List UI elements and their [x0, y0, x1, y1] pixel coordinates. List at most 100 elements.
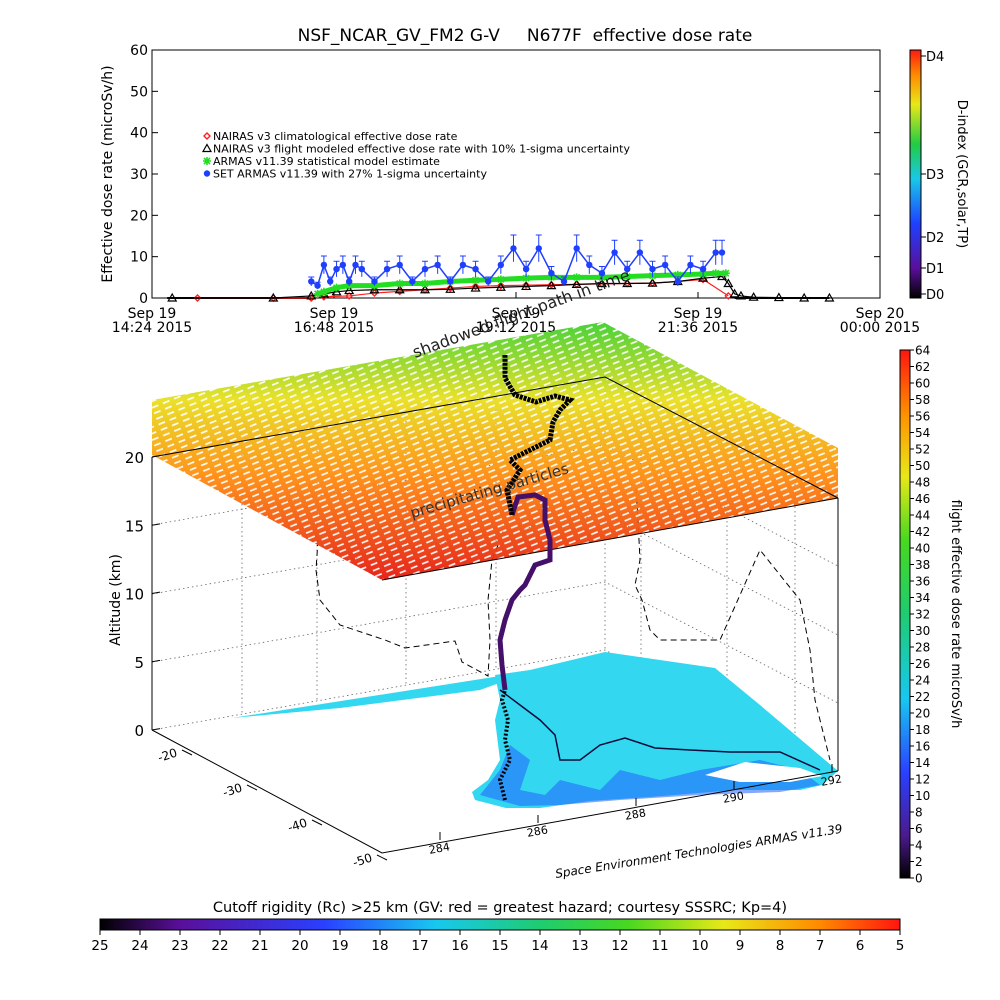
lake-area	[705, 762, 822, 782]
data-point	[434, 261, 441, 269]
data-point	[306, 290, 317, 300]
dose-tick-label: 24	[915, 674, 930, 688]
data-point	[314, 282, 321, 289]
dose-tick-label: 16	[915, 740, 930, 754]
lat-tick-mark	[181, 749, 193, 756]
y-tick-label: 40	[130, 126, 148, 142]
projected-flight-path	[315, 487, 831, 761]
rigidity-tick-label: 6	[856, 938, 865, 954]
rigidity-tick-label: 8	[776, 938, 785, 954]
coastline	[499, 689, 821, 771]
z-tick-mark	[151, 455, 161, 458]
data-point	[586, 261, 593, 269]
x-tick-label-time: 16:48 2015	[294, 320, 374, 336]
data-point	[799, 292, 810, 302]
dose-tick-label: 62	[915, 360, 930, 374]
lon-tick-label: 284	[428, 840, 451, 856]
data-point	[729, 288, 740, 298]
dose-tick-label: 8	[915, 806, 923, 820]
rigidity-tick-label: 15	[491, 938, 508, 954]
data-point	[723, 278, 734, 288]
data-point	[370, 289, 379, 298]
rigidity-ticks: 25 24 23 22 21 20 19 18 17 16 15 14 13 12 11 10 9 8 7 6 5	[91, 930, 904, 954]
data-point	[345, 291, 354, 300]
data-point	[546, 280, 557, 290]
data-point	[548, 270, 555, 277]
x-tick-label-date: Sep 19	[674, 306, 723, 322]
dose-tick-label: 50	[915, 459, 930, 473]
x-tick-label-date: Sep 19	[310, 306, 359, 322]
dose-tick-label: 10	[915, 789, 930, 803]
x-tick-label-time: 21:36 2015	[658, 320, 738, 336]
lon-axis-ticks: 284 286 288 290 292	[428, 764, 843, 857]
data-point	[712, 249, 719, 256]
d-tick-label: D0	[926, 288, 944, 303]
d-tick-label: D1	[926, 262, 944, 277]
rigidity-tick-label: 7	[816, 938, 825, 954]
x-tick-label-date: Sep 20	[856, 306, 905, 322]
lat-tick-label: -20	[156, 746, 179, 765]
data-point	[396, 261, 403, 269]
d-tick-label: D2	[926, 231, 944, 246]
flight-path-3d	[497, 355, 575, 801]
rigidity-tick-label: 11	[651, 938, 668, 954]
rigidity-tick-label: 16	[451, 938, 468, 954]
data-point	[395, 279, 404, 288]
lat-tick-label: -40	[286, 816, 309, 835]
data-point	[649, 265, 656, 273]
y-tick-label: 50	[130, 84, 148, 100]
legend-entry: NAIRAS v3 climatological effective dose …	[213, 130, 458, 143]
data-point	[735, 290, 747, 300]
data-point	[647, 277, 658, 287]
credit-label: Space Environment Technologies ARMAS v11…	[554, 822, 843, 881]
dose-tick-label: 44	[915, 509, 930, 523]
data-point	[521, 281, 532, 291]
data-point	[167, 292, 178, 302]
d-tick-label: D3	[926, 168, 944, 183]
data-point	[535, 245, 542, 252]
series-layer	[167, 234, 835, 302]
data-point	[510, 245, 517, 252]
data-point	[394, 284, 405, 294]
dose-tick-label: 56	[915, 410, 930, 424]
dose-colorbar-ticks: 0246810121416182022242628303234363840424…	[910, 344, 930, 886]
data-point	[547, 280, 556, 289]
data-point	[699, 265, 707, 273]
dose-tick-label: 42	[915, 525, 930, 539]
data-point	[718, 249, 726, 256]
dose-tick-label: 28	[915, 641, 930, 655]
data-point	[447, 278, 454, 285]
dose-tick-label: 52	[915, 443, 930, 457]
rigidity-tick-label: 25	[91, 938, 108, 954]
z-axis-ticks: 0 5 10 15 20	[125, 449, 161, 740]
dose-tick-label: 48	[915, 476, 930, 490]
dose-tick-label: 12	[915, 773, 930, 787]
x-tick-label-time: 19:12 2015	[476, 320, 556, 336]
dose-tick-label: 26	[915, 657, 930, 671]
data-point	[571, 279, 582, 288]
dose-tick-label: 6	[915, 822, 923, 836]
rigidity-tick-label: 17	[411, 938, 428, 954]
z-tick-label: 15	[125, 517, 144, 535]
d-index-colorbar: D0 D1 D2 D3 D4 D-index (GCR,solar,TP)	[909, 49, 969, 303]
rigidity-tick-label: 21	[251, 938, 268, 954]
dose-tick-label: 40	[915, 542, 930, 556]
rigidity-tick-label: 18	[371, 938, 388, 954]
z-tick-mark	[151, 728, 161, 731]
z-tick-mark	[151, 523, 161, 526]
dose-tick-label: 60	[915, 377, 930, 391]
data-point	[319, 292, 328, 301]
data-point	[344, 285, 355, 295]
x-tick-label-time: 00:00 2015	[840, 320, 920, 336]
data-point	[773, 292, 784, 302]
data-point	[636, 249, 644, 256]
legend-entry: NAIRAS v3 flight modeled effective dose …	[213, 143, 630, 156]
x-tick-label-date: Sep 19	[128, 306, 177, 322]
lat-tick-mark	[376, 854, 388, 861]
data-point	[371, 278, 378, 285]
data-point	[383, 265, 391, 273]
data-point	[319, 287, 328, 296]
land-sliver	[232, 672, 530, 718]
